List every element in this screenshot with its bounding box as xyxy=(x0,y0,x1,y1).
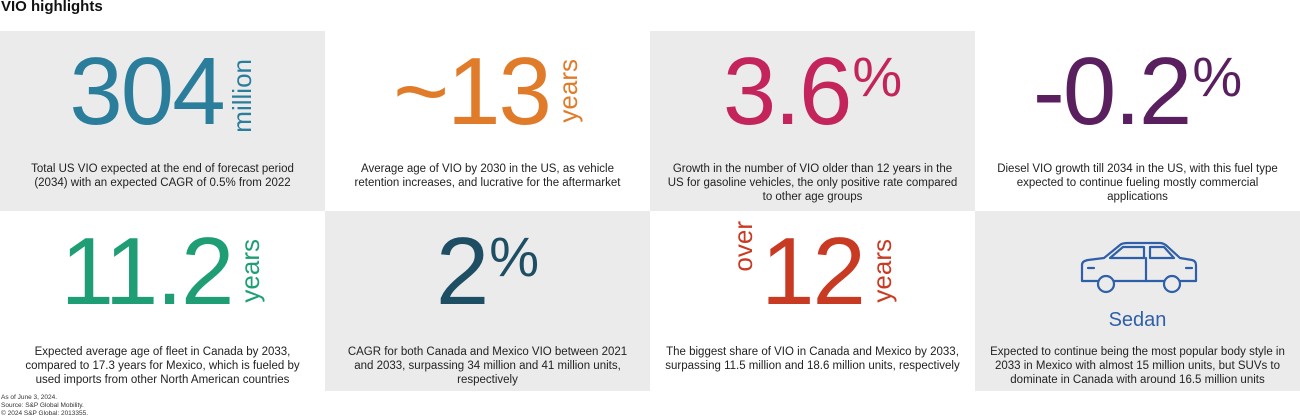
highlight-tile-cagr-canada-mexico: 2% CAGR for both Canada and Mexico VIO b… xyxy=(325,211,650,391)
highlight-description: Total US VIO expected at the end of fore… xyxy=(31,163,294,189)
highlight-figure: ~13 years xyxy=(325,37,650,147)
highlight-unit-label: years xyxy=(866,239,897,303)
highlight-figure: -0.2% xyxy=(975,37,1300,147)
highlight-figure: 11.2 years xyxy=(0,217,325,327)
footer-copyright: © 2024 S&P Global: 2013355. xyxy=(1,410,89,417)
percent-sign: % xyxy=(489,225,540,288)
sedan-label: Sedan xyxy=(1108,309,1167,331)
highlight-description: Growth in the number of VIO older than 1… xyxy=(667,163,958,203)
highlight-unit-label: years xyxy=(235,239,266,303)
highlight-unit-label: years xyxy=(552,59,583,123)
highlight-value: -0.2 xyxy=(1032,38,1192,145)
footer-notes: As of June 3, 2024. Source: S&P Global M… xyxy=(1,394,88,418)
highlight-description: CAGR for both Canada and Mexico VIO betw… xyxy=(347,346,628,386)
highlight-tile-biggest-share: over12 years The biggest share of VIO in … xyxy=(650,211,975,391)
highlight-value: 12 xyxy=(761,218,866,325)
highlight-figure: 3.6% xyxy=(650,37,975,147)
highlight-tile-canada-fleet-age: 11.2 years Expected average age of fleet … xyxy=(0,211,325,391)
highlight-value: 11.2 xyxy=(60,218,235,325)
page-title: VIO highlights xyxy=(1,0,103,15)
highlight-figure: 304 million xyxy=(0,37,325,147)
highlight-description: Expected to continue being the most popu… xyxy=(990,346,1285,386)
highlight-value: 3.6 xyxy=(722,38,852,145)
highlight-tile-us-vio-age: ~13 years Average age of VIO by 2030 in t… xyxy=(325,31,650,211)
highlight-figure: 2% xyxy=(325,217,650,327)
highlight-prefix-label: over xyxy=(728,221,759,272)
highlight-value: 304 xyxy=(69,38,225,145)
footer-source: Source: S&P Global Mobility. xyxy=(1,402,84,409)
highlight-description: Diesel VIO growth till 2034 in the US, w… xyxy=(997,163,1278,203)
highlight-description: Average age of VIO by 2030 in the US, as… xyxy=(354,163,621,189)
sedan-car-icon xyxy=(975,241,1300,300)
highlights-grid: 304 million Total US VIO expected at the … xyxy=(0,31,1300,391)
highlight-value: 2 xyxy=(435,218,489,325)
percent-sign: % xyxy=(852,45,903,108)
highlight-tile-us-vio-total: 304 million Total US VIO expected at the … xyxy=(0,31,325,211)
highlight-tile-diesel-growth: -0.2% Diesel VIO growth till 2034 in the… xyxy=(975,31,1300,211)
highlight-tile-gasoline-growth: 3.6% Growth in the number of VIO older t… xyxy=(650,31,975,211)
highlight-value: ~13 xyxy=(393,38,552,145)
highlight-tile-sedan: Sedan Expected to continue being the mos… xyxy=(975,211,1300,391)
highlight-unit-label: million xyxy=(226,59,257,133)
highlight-description: Expected average age of fleet in Canada … xyxy=(25,346,300,386)
highlight-description: The biggest share of VIO in Canada and M… xyxy=(665,346,960,372)
footer-date: As of June 3, 2024. xyxy=(1,394,58,401)
percent-sign: % xyxy=(1192,45,1243,108)
highlight-figure: over12 years xyxy=(650,217,975,327)
